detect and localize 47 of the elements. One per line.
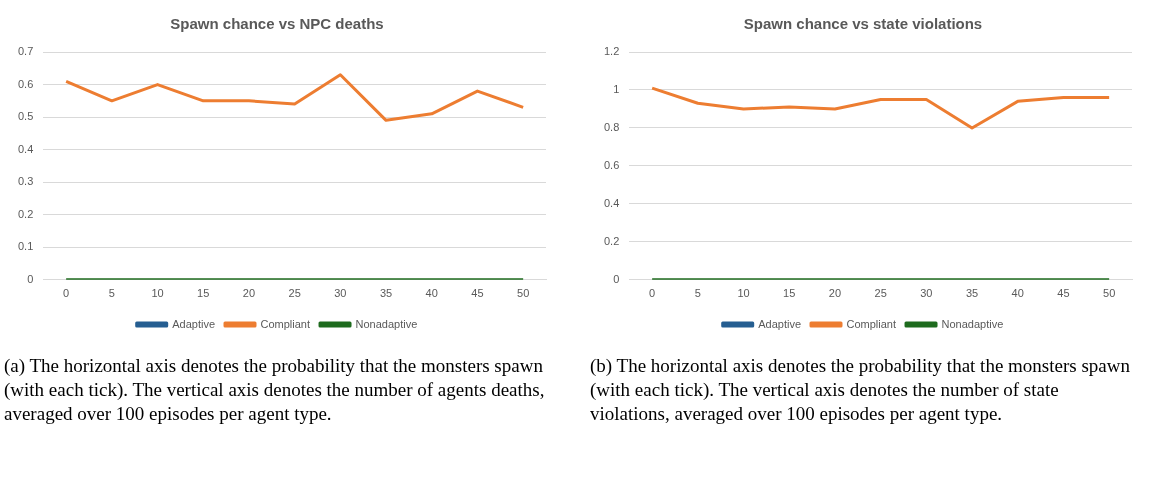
y-tick-label: 0.4 [17,142,34,155]
y-tick-label: 0.4 [603,196,620,209]
y-tick-label: 0 [613,272,620,285]
y-tick-label: 0.2 [17,207,34,220]
x-tick-label: 10 [737,287,750,300]
legend-label: Adaptive [172,317,216,330]
text: (b) The horizontal axis denotes the probability that the monsters spawn (with each tick). The vertical axis denotes the number of state violations, averaged over 100 episodes per agent type. [590,354,1131,426]
y-tick-label: 0.2 [603,234,620,247]
chart-title: Spawn chance vs state violations [743,15,983,33]
y-tick-label: 0.5 [17,110,34,123]
x-tick-label: 35 [379,287,393,300]
legend-label: Compliant [846,317,897,330]
x-tick-label: 10 [151,287,164,300]
y-tick-label: 0.1 [17,240,34,253]
x-tick-label: 30 [920,287,933,300]
y-tick-label: 1 [613,83,620,95]
legend-label: Nonadaptive [355,317,418,330]
x-tick-label: 25 [288,287,301,300]
x-tick-label: 5 [108,287,115,300]
text: (a) The horizontal axis denotes the probability that the monsters spawn (with each tick). The vertical axis denotes the number of agents deaths, averaged over 100 episodes per agent type. [4,354,546,426]
x-tick-label: 20 [828,287,842,300]
chart-title: Spawn chance vs NPC deaths [170,15,384,33]
x-tick-label: 0 [63,287,70,300]
x-tick-label: 15 [197,287,210,300]
x-tick-label: 30 [334,287,347,300]
y-tick-label: 0.6 [603,158,620,171]
x-tick-label: 0 [649,287,656,300]
x-tick-label: 20 [242,287,256,300]
x-tick-label: 5 [694,287,701,300]
x-tick-label: 35 [965,287,979,300]
legend-label: Compliant [260,317,311,330]
x-tick-label: 40 [1011,287,1024,300]
y-tick-label: 0 [27,272,34,285]
y-tick-label: 0.7 [17,45,34,58]
x-tick-label: 15 [783,287,796,300]
x-tick-label: 25 [874,287,887,300]
legend-label: Nonadaptive [941,317,1004,330]
x-tick-label: 50 [517,287,530,300]
x-tick-label: 50 [1103,287,1116,300]
x-tick-label: 40 [425,287,438,300]
legend-label: Adaptive [758,317,802,330]
y-tick-label: 0.3 [17,175,34,188]
x-tick-label: 45 [1057,287,1070,300]
y-tick-label: 0.6 [17,77,34,90]
x-tick-label: 45 [471,287,484,300]
y-tick-label: 0.8 [603,120,620,133]
y-tick-label: 1.2 [603,45,620,58]
